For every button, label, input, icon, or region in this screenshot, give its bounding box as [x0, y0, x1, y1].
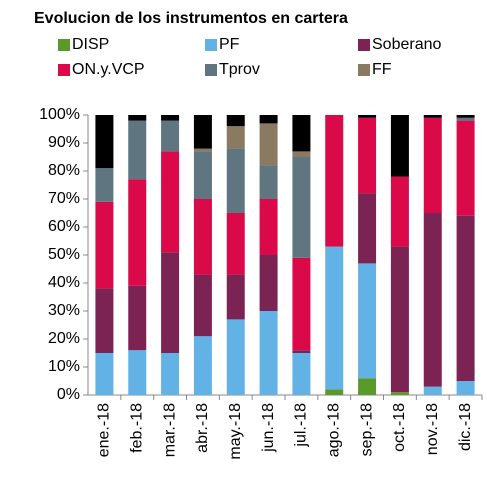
- bar-segment: [390, 176, 409, 247]
- legend-label: DISP: [72, 36, 109, 53]
- bar-segment: [292, 151, 311, 157]
- legend-swatch: [58, 39, 70, 51]
- bar-segment: [259, 199, 278, 255]
- bar-segment: [358, 378, 377, 395]
- legend-swatch: [205, 39, 217, 51]
- x-tick-label: jul.-18: [293, 403, 310, 448]
- bar-segment: [390, 115, 409, 177]
- bar-segment: [259, 115, 278, 124]
- bar-segment: [161, 120, 180, 152]
- legend-label: FF: [372, 61, 392, 78]
- legend-swatch: [58, 64, 70, 76]
- y-tick-label: 80%: [48, 162, 80, 179]
- bar-segment: [358, 263, 377, 379]
- bar-segment: [226, 148, 245, 213]
- bar-segment: [292, 157, 311, 258]
- bar-segment: [456, 115, 475, 118]
- bar-segment: [193, 199, 212, 275]
- bar-segment: [423, 213, 442, 387]
- bar-segment: [95, 201, 114, 289]
- bar-segment: [95, 115, 114, 169]
- chart-title: Evolucion de los instrumentos en cartera: [34, 10, 348, 27]
- y-tick-label: 100%: [39, 106, 80, 123]
- bar-segment: [325, 389, 344, 395]
- y-tick-label: 30%: [48, 302, 80, 319]
- x-tick-label: mar.-18: [161, 403, 178, 457]
- bar-segment: [292, 350, 311, 353]
- bar-segment: [128, 285, 147, 351]
- bar-segment: [456, 215, 475, 381]
- bar-segment: [128, 350, 147, 395]
- bar-segment: [161, 353, 180, 395]
- x-tick-label: ago.-18: [325, 403, 342, 457]
- bar-segment: [259, 255, 278, 311]
- x-tick-label: may.-18: [227, 403, 244, 460]
- bar-segment: [423, 117, 442, 213]
- bar-segment: [128, 179, 147, 286]
- y-tick-label: 10%: [48, 358, 80, 375]
- bar-segment: [226, 115, 245, 127]
- y-tick-label: 40%: [48, 274, 80, 291]
- bar-segment: [456, 120, 475, 216]
- x-tick-label: jun.-18: [260, 403, 277, 453]
- bar-segment: [193, 115, 212, 149]
- bar-segment: [193, 336, 212, 395]
- bar-segment: [193, 151, 212, 199]
- bar-segment: [358, 117, 377, 194]
- x-tick-label: abr.-18: [194, 403, 211, 453]
- bar-segment: [193, 274, 212, 337]
- bar-segment: [325, 246, 344, 390]
- bar-segment: [325, 115, 344, 247]
- y-tick-label: 0%: [57, 386, 80, 403]
- y-tick-label: 90%: [48, 134, 80, 151]
- bar-segment: [259, 165, 278, 199]
- legend-label: Soberano: [372, 36, 441, 53]
- x-tick-label: sep.-18: [358, 403, 375, 456]
- x-tick-label: ene.-18: [96, 403, 113, 457]
- bar-segment: [95, 168, 114, 202]
- bar-segment: [226, 126, 245, 149]
- legend-label: Tprov: [219, 61, 260, 78]
- bar-segment: [161, 252, 180, 353]
- legend-label: ON.y.VCP: [72, 61, 145, 78]
- bar-segment: [456, 381, 475, 395]
- bar-segment: [292, 257, 311, 351]
- bar-segment: [226, 319, 245, 395]
- y-tick-label: 50%: [48, 246, 80, 263]
- bar-segment: [358, 193, 377, 264]
- bar-segment: [161, 151, 180, 253]
- bar-segment: [390, 392, 409, 395]
- bar-segment: [226, 274, 245, 320]
- x-tick-label: feb.-18: [128, 403, 145, 453]
- legend-swatch: [358, 64, 370, 76]
- bar-segment: [193, 148, 212, 152]
- x-tick-label: nov.-18: [424, 403, 441, 455]
- x-tick-label: oct.-18: [391, 403, 408, 452]
- bar-segment: [95, 353, 114, 395]
- legend-label: PF: [219, 36, 240, 53]
- bar-segment: [390, 246, 409, 393]
- y-tick-label: 60%: [48, 218, 80, 235]
- bar-segment: [456, 117, 475, 121]
- y-tick-label: 20%: [48, 330, 80, 347]
- bar-segment: [358, 115, 377, 118]
- bar-segment: [423, 115, 442, 118]
- bar-segment: [161, 115, 180, 121]
- bar-segment: [226, 213, 245, 275]
- x-tick-label: dic.-18: [457, 403, 474, 451]
- legend-swatch: [358, 39, 370, 51]
- legend-swatch: [205, 64, 217, 76]
- bar-segment: [292, 115, 311, 152]
- bar-segment: [423, 386, 442, 395]
- y-tick-label: 70%: [48, 190, 80, 207]
- bar-segment: [128, 120, 147, 180]
- bar-segment: [128, 115, 147, 121]
- bar-segment: [292, 353, 311, 395]
- bar-segment: [259, 123, 278, 166]
- bar-segment: [259, 311, 278, 395]
- bar-segment: [95, 288, 114, 353]
